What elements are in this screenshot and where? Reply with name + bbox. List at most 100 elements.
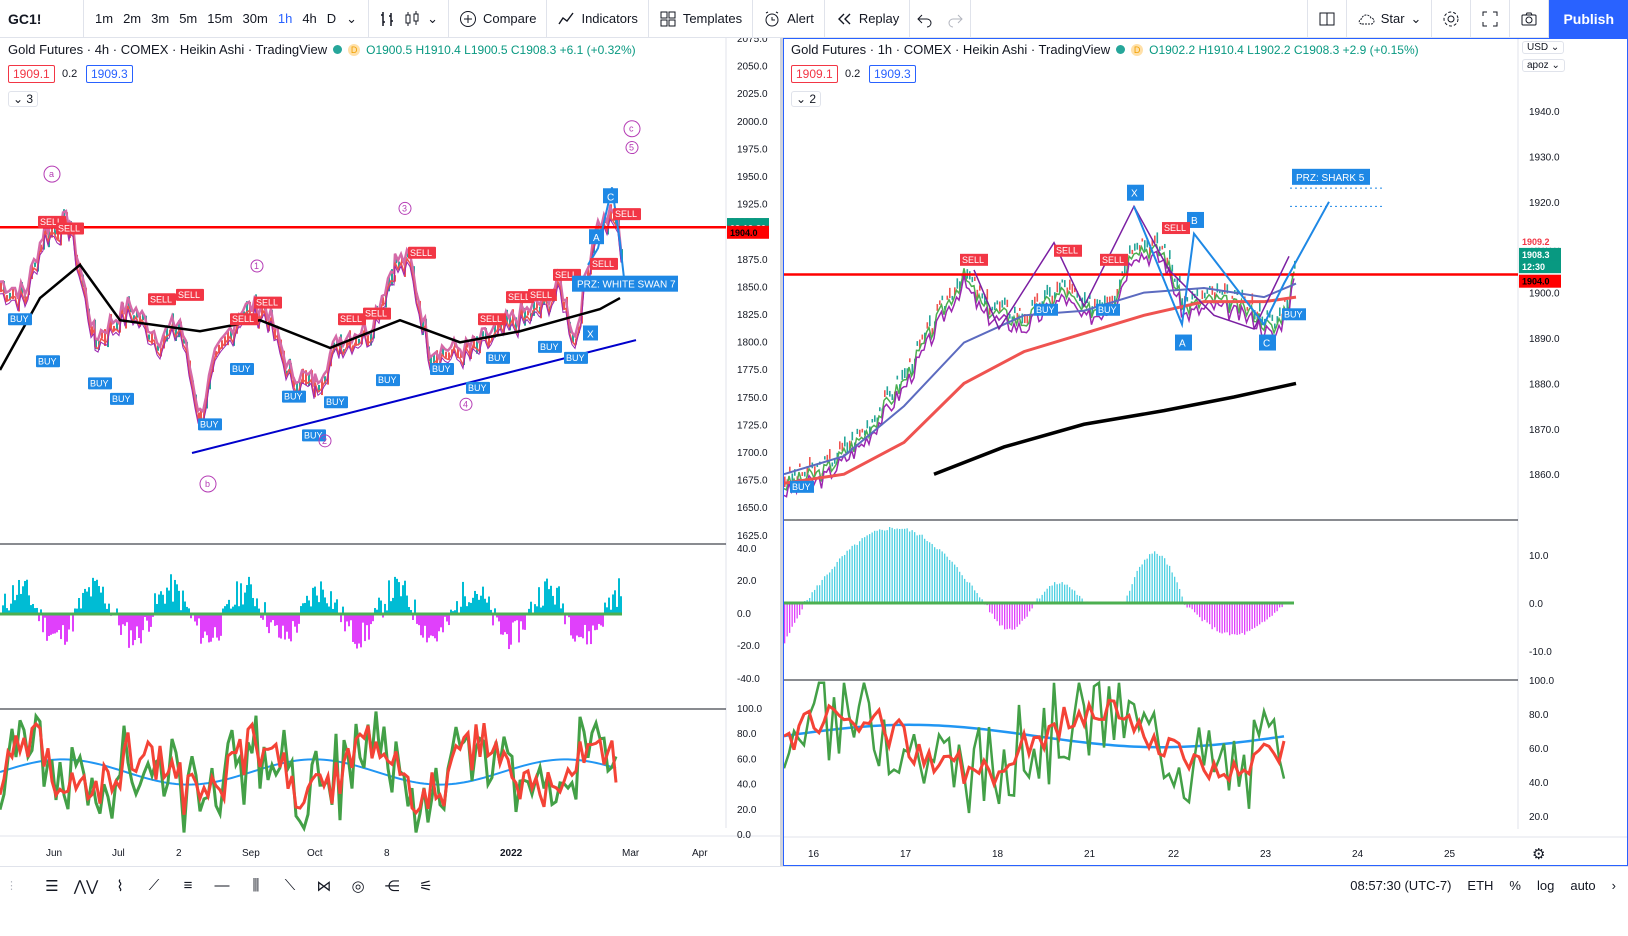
horizontal-line-icon[interactable]: ― (214, 877, 230, 894)
menu-lines-icon[interactable]: ☰ (45, 877, 59, 895)
currency-select[interactable]: USD ⌄ (1522, 41, 1565, 54)
tf-1m[interactable]: 1m (95, 11, 114, 26)
replay-button[interactable]: Replay (825, 0, 911, 38)
channel-icon[interactable]: ⋲ (384, 877, 400, 895)
candle (466, 341, 468, 348)
right-chart-canvas[interactable]: 1940.01930.01920.01910.01900.01890.01880… (784, 39, 1628, 866)
tf-2m[interactable]: 2m (123, 11, 142, 26)
candle (1096, 299, 1099, 307)
osc-bar (590, 614, 592, 645)
right-chart-pane[interactable]: 1940.01930.01920.01910.01900.01890.01880… (783, 38, 1628, 866)
osc-bar (844, 554, 846, 603)
publish-button[interactable]: Publish (1549, 0, 1628, 38)
top-toolbar: GC1! 1m 2m 3m 5m 15m 30m 1h 4h D ⌄ ⌄ Com… (0, 0, 1628, 38)
tf-d[interactable]: D (326, 11, 337, 26)
spiral-icon[interactable]: ◎ (351, 877, 365, 895)
osc-bar (492, 614, 494, 626)
candle (989, 307, 991, 315)
alert-button[interactable]: Alert (753, 0, 825, 38)
candle (859, 429, 861, 437)
left-chart-canvas[interactable]: 2075.0 2050.0 2025.0 2000.0 1975.0 1950.0 1925… (0, 38, 780, 866)
tf-15m[interactable]: 15m (207, 11, 233, 26)
osc-bar (874, 530, 876, 603)
settings-lines-icon[interactable]: ⚟ (419, 877, 433, 895)
candle (445, 351, 447, 358)
osc-bar (596, 614, 598, 630)
right-legend: Gold Futures · 1h · COMEX · Heikin Ashi … (791, 42, 1419, 57)
osc-bar (438, 614, 440, 632)
buy-label-bg (88, 377, 112, 390)
session-button[interactable]: ETH (1467, 878, 1494, 893)
fullscreen-button[interactable] (1471, 0, 1511, 38)
auto-scale-button[interactable]: auto (1570, 878, 1596, 893)
left-title[interactable]: Gold Futures · 4h · COMEX · Heikin Ashi … (8, 42, 328, 57)
right-collapse-toggle[interactable]: ⌄ 2 (791, 91, 822, 107)
osc-bar (821, 579, 823, 603)
log-scale-button[interactable]: log (1536, 878, 1555, 893)
candle (166, 325, 168, 342)
osc-bar (462, 581, 464, 614)
candle (834, 457, 836, 464)
osc-bar (1014, 603, 1016, 630)
settings-button[interactable] (1432, 0, 1472, 38)
elliott-wave-icon[interactable]: ⌇ (116, 877, 124, 895)
plus-circle-icon (459, 10, 476, 27)
chart-divider[interactable] (780, 38, 783, 866)
candle (1146, 238, 1149, 248)
undo-button[interactable] (910, 0, 940, 38)
indicators-button[interactable]: Indicators (547, 0, 649, 38)
candle (1066, 287, 1069, 296)
chevron-down-icon[interactable]: ⌄ (346, 10, 358, 26)
redo-button[interactable] (940, 0, 972, 38)
osc-bar (484, 598, 486, 614)
candle (976, 289, 979, 300)
osc-bar (594, 614, 596, 631)
templates-button[interactable]: Templates (649, 0, 754, 38)
bar-style-button[interactable]: ⌄ (369, 0, 449, 38)
price-tick-label: 1650.0 (737, 503, 768, 514)
buy-label: BUY (90, 378, 109, 388)
candle (512, 309, 514, 326)
scale-mode-select[interactable]: apoz ⌄ (1522, 59, 1565, 72)
chevron-right-icon[interactable]: › (1611, 878, 1616, 893)
sma-black-line (933, 381, 1297, 476)
osc-bar (1166, 564, 1168, 603)
candle (324, 376, 326, 384)
vertical-bars-icon[interactable]: ⫼ (252, 877, 260, 894)
xabcd-pattern-icon[interactable]: ⋈ (316, 877, 332, 895)
osc-bar (302, 603, 304, 614)
right-bid-box[interactable]: 1909.1 (791, 65, 838, 83)
osc-bar (400, 596, 402, 614)
osc-bar (258, 608, 260, 614)
right-title[interactable]: Gold Futures · 1h · COMEX · Heikin Ashi … (791, 42, 1111, 57)
left-ask-box[interactable]: 1909.3 (86, 65, 133, 83)
symbol-search[interactable]: GC1! (0, 0, 84, 38)
tf-5m[interactable]: 5m (179, 11, 198, 26)
tf-3m[interactable]: 3m (151, 11, 170, 26)
ray-icon[interactable]: ⟍ (284, 877, 296, 894)
osc-bar (528, 608, 530, 614)
candle (230, 327, 232, 339)
left-chart-pane[interactable]: 2075.0 2050.0 2025.0 2000.0 1975.0 1950.0 1925… (0, 38, 780, 866)
left-bid-box[interactable]: 1909.1 (8, 65, 55, 83)
osc-bar (1074, 590, 1076, 603)
compare-button[interactable]: Compare (449, 0, 548, 38)
tf-30m[interactable]: 30m (242, 11, 268, 26)
drag-handle-icon[interactable]: ⋮ (6, 880, 17, 892)
layout-button[interactable] (1306, 0, 1347, 38)
clock-time[interactable]: 08:57:30 (UTC-7) (1350, 878, 1452, 893)
fib-icon[interactable]: ≡ (183, 877, 193, 894)
percent-scale-button[interactable]: % (1509, 878, 1521, 893)
snapshot-button[interactable] (1510, 0, 1550, 38)
tf-1h[interactable]: 1h (277, 11, 293, 26)
abcd-pattern-icon[interactable]: ⋀⋁ (73, 877, 99, 895)
trend-line-icon[interactable]: ⟋ (148, 877, 160, 894)
star-button[interactable]: Star ⌄ (1347, 0, 1433, 38)
left-collapse-toggle[interactable]: ⌄ 3 (8, 91, 39, 107)
osc-bar (572, 614, 574, 639)
tf-4h[interactable]: 4h (302, 11, 317, 26)
candle (1246, 307, 1249, 311)
right-ask-box[interactable]: 1909.3 (869, 65, 916, 83)
osc-bar (1251, 603, 1253, 630)
elliott-wave-label: c (629, 124, 634, 134)
